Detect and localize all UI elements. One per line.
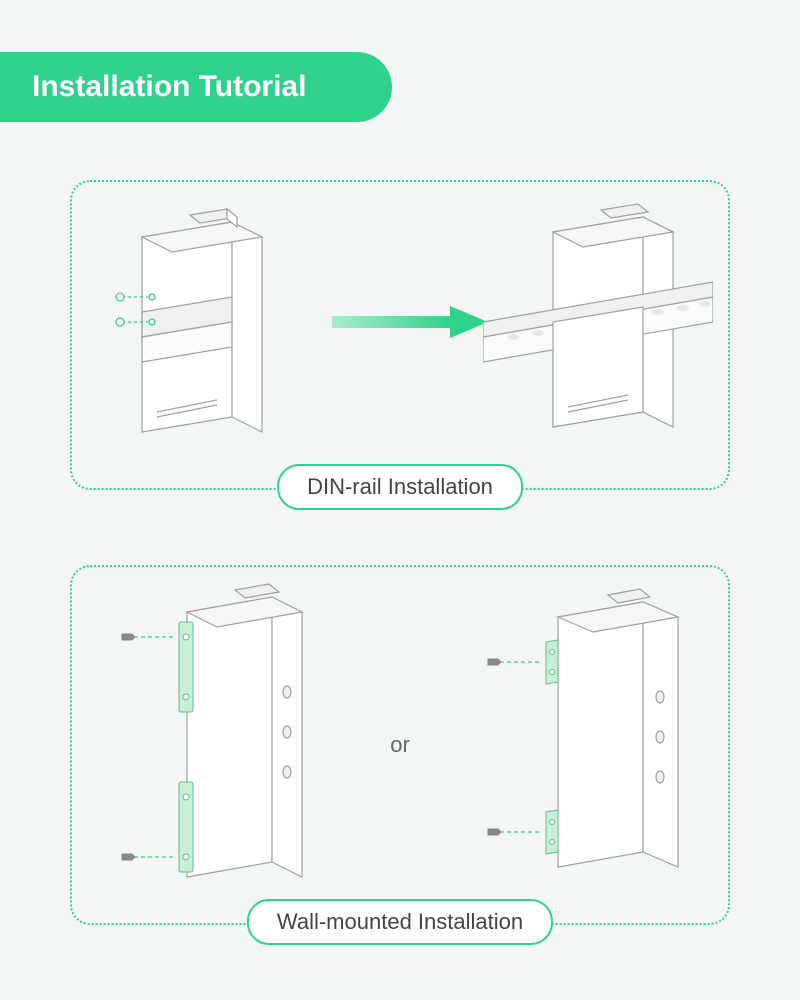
panel-label-din: DIN-rail Installation bbox=[277, 464, 523, 510]
device-bracket-vertical-icon bbox=[117, 582, 317, 902]
arrow-right-icon bbox=[332, 302, 492, 342]
device-on-rail-icon bbox=[483, 202, 713, 462]
page-title: Installation Tutorial bbox=[32, 70, 306, 104]
device-bracket-side-icon bbox=[478, 587, 698, 897]
separator-or: or bbox=[390, 732, 410, 758]
device-back-icon bbox=[102, 207, 272, 457]
panel-wall-mount: or Wall-mounted bbox=[70, 565, 730, 925]
panel-label-wall: Wall-mounted Installation bbox=[247, 899, 553, 945]
page-title-pill: Installation Tutorial bbox=[0, 52, 392, 122]
panel-din-rail: DIN-rail Installation bbox=[70, 180, 730, 490]
